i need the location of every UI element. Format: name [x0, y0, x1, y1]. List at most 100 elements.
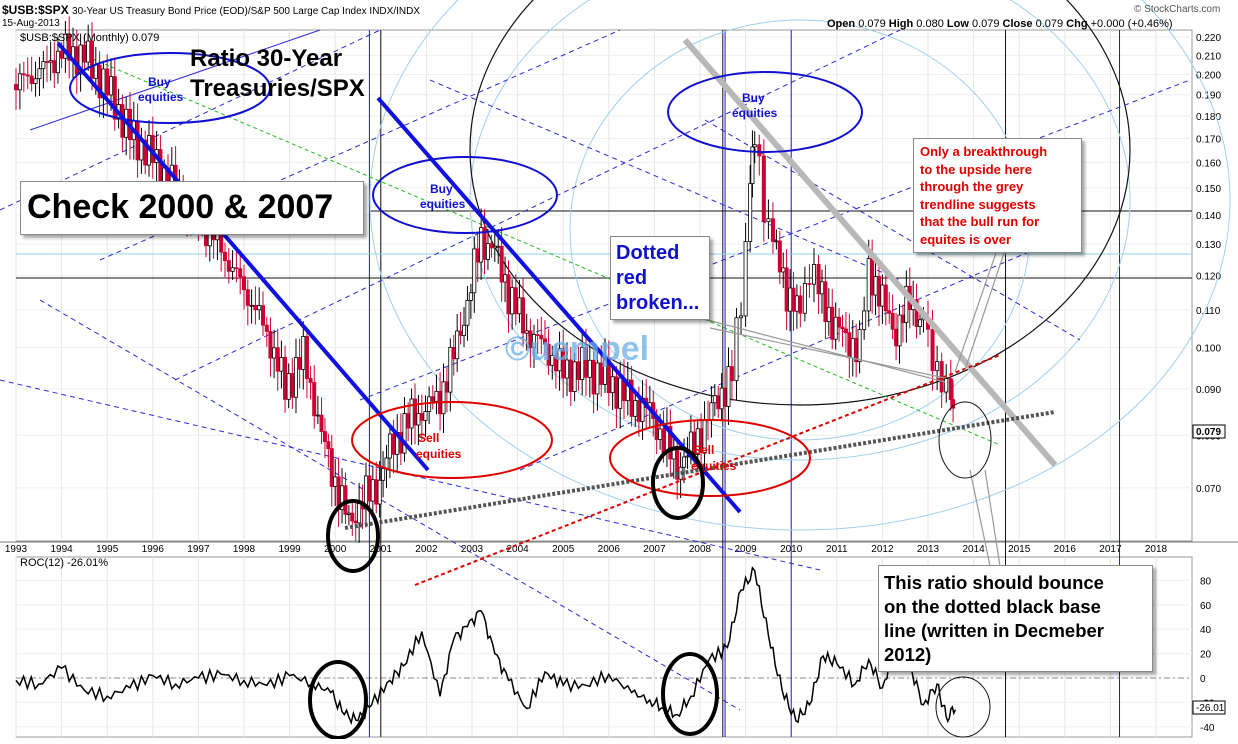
- buy-label: equities: [138, 90, 184, 104]
- candle-body: [257, 305, 262, 311]
- candle-body: [312, 382, 317, 417]
- candle-body: [207, 233, 212, 247]
- candle-body: [97, 64, 102, 99]
- watermark: ©uempel: [505, 330, 650, 368]
- candle-body: [283, 357, 288, 400]
- roc-y-tick-label: 60: [1200, 601, 1212, 612]
- x-tick-label: 2016: [1054, 544, 1077, 555]
- candle-body: [658, 428, 663, 440]
- y-tick-label: 0.120: [1196, 272, 1221, 283]
- low-value: 0.079: [971, 18, 1000, 30]
- candle-body: [521, 297, 526, 334]
- high-label: High: [888, 18, 914, 30]
- buy-label: Buy: [742, 91, 765, 105]
- candle-body: [866, 258, 871, 312]
- y-tick-label: 0.090: [1196, 385, 1221, 396]
- candle-body: [777, 240, 782, 273]
- grey-trendline: [682, 38, 1058, 467]
- candle-body: [370, 479, 375, 502]
- x-tick-label: 1996: [142, 544, 165, 555]
- y-tick-label: 0.200: [1196, 71, 1221, 82]
- y-tick-label: 0.210: [1196, 51, 1221, 62]
- candle-body: [734, 317, 739, 382]
- candle-body: [944, 378, 949, 393]
- channel-line: [429, 79, 901, 281]
- last-value-text: 0.079: [1196, 427, 1221, 438]
- candle-body: [618, 377, 623, 409]
- candle-body: [416, 413, 421, 426]
- candle-body: [774, 240, 779, 243]
- candle-body: [304, 335, 309, 379]
- candle-body: [528, 330, 533, 349]
- candle-body: [52, 60, 57, 74]
- candle-body: [542, 338, 547, 345]
- x-tick-label: 2017: [1099, 544, 1122, 555]
- chg-label: Chg: [1066, 18, 1088, 30]
- candle-body: [391, 433, 396, 455]
- annotation-title: Ratio 30-Year Treasuries/SPX: [190, 44, 365, 104]
- sell-label: Sell: [693, 443, 714, 457]
- callout-line: that the bull run for: [920, 214, 1040, 229]
- candle-body: [374, 479, 379, 505]
- x-tick-label: 2014: [962, 544, 985, 555]
- candle-body: [723, 387, 728, 407]
- candle-body: [468, 292, 473, 301]
- candle-body: [143, 139, 148, 166]
- candle-body: [286, 373, 291, 400]
- channel-line: [29, 29, 321, 131]
- candle-body: [629, 379, 634, 417]
- candle-body: [951, 399, 956, 409]
- candle-body: [513, 287, 518, 315]
- candle-body: [894, 328, 899, 347]
- callout-pointer: [964, 249, 1006, 371]
- candle-body: [576, 361, 581, 380]
- candle-body: [448, 347, 453, 393]
- callout-line: broken...: [616, 292, 700, 314]
- candle-body: [260, 305, 265, 326]
- candle-body: [833, 316, 838, 340]
- target-circle: [935, 676, 991, 738]
- candle-body: [807, 283, 812, 285]
- candle-body: [553, 355, 558, 372]
- x-tick-label: 1994: [50, 544, 73, 555]
- x-tick-label: 1995: [96, 544, 119, 555]
- candle-body: [830, 306, 835, 340]
- candle-body: [109, 76, 114, 96]
- candle-body: [441, 381, 446, 415]
- candle-body: [297, 357, 302, 370]
- callout-line: red: [616, 267, 648, 289]
- annotation-title-line-2: Treasuries/SPX: [190, 75, 365, 102]
- x-tick-label: 2006: [598, 544, 621, 555]
- candle-body: [499, 245, 504, 283]
- x-tick-label: 1998: [233, 544, 256, 555]
- arc-circle: [369, 0, 1231, 531]
- candle-body: [67, 33, 72, 61]
- candle-body: [752, 144, 757, 148]
- candle-body: [510, 287, 515, 315]
- candle-body: [770, 218, 775, 242]
- low-circle: [326, 499, 380, 573]
- buy-label: equities: [732, 106, 778, 120]
- candle-body: [712, 395, 717, 404]
- annotation-title-line-1: Ratio 30-Year: [190, 45, 343, 72]
- candle-body: [485, 243, 490, 260]
- candle-body: [802, 283, 807, 314]
- candle-body: [625, 379, 630, 402]
- candle-body: [606, 357, 611, 394]
- roc-y-tick-label: -40: [1200, 723, 1215, 734]
- candle-body: [930, 328, 935, 372]
- candle-body: [826, 306, 831, 322]
- candle-body: [275, 347, 280, 372]
- x-tick-label: 2003: [461, 544, 484, 555]
- buy-label: Buy: [430, 182, 453, 196]
- candle-body: [572, 361, 577, 392]
- candle-body: [37, 68, 42, 80]
- buy-zone-ellipse: [372, 156, 558, 234]
- callout-line: 2012): [884, 644, 932, 665]
- candle-body: [475, 248, 480, 263]
- y-tick-label: 0.110: [1196, 306, 1221, 317]
- candle-body: [565, 359, 570, 379]
- candle-body: [948, 378, 953, 400]
- open-value: 0.079: [858, 18, 886, 30]
